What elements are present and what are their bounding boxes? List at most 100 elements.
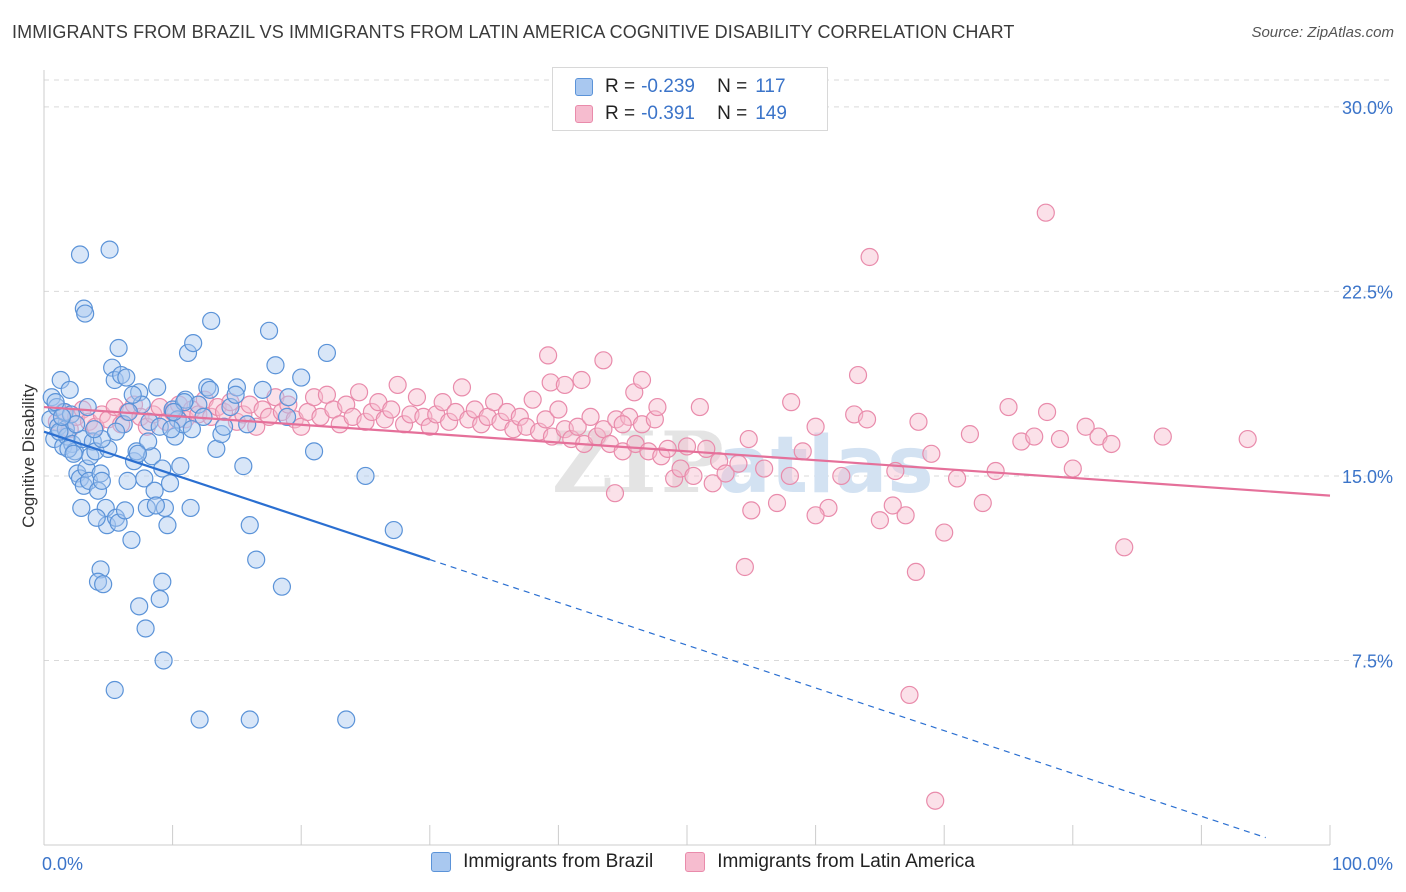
latam-point: [922, 444, 941, 463]
bottom-legend-item-brazil: Immigrants from Brazil: [431, 851, 653, 873]
bottom-legend-label-latam: Immigrants from Latin America: [717, 851, 975, 872]
latam-point: [926, 791, 945, 810]
brazil-point: [384, 520, 403, 540]
brazil-point: [117, 368, 136, 387]
latam-point: [555, 375, 574, 395]
bottom-legend-label-brazil: Immigrants from Brazil: [463, 851, 654, 872]
brazil-point: [67, 415, 86, 434]
brazil-point: [78, 397, 97, 417]
latam-point: [896, 506, 915, 525]
brazil-point: [122, 530, 141, 550]
brazil-point: [253, 380, 272, 399]
x-tick-label-start: 0.0%: [42, 854, 83, 874]
latam-point: [883, 496, 902, 515]
legend-r-value: -0.391: [641, 103, 695, 124]
legend-n-value: 117: [755, 76, 786, 97]
brazil-point: [153, 572, 172, 591]
latam-point: [665, 469, 684, 488]
latam-point: [1036, 203, 1055, 222]
brazil-point: [238, 415, 257, 434]
brazil-point: [142, 447, 162, 466]
brazil-point: [118, 471, 137, 490]
brazil-point: [304, 442, 324, 461]
x-tick-label-end: 100.0%: [1332, 854, 1393, 874]
legend-swatch-latam: [575, 105, 593, 123]
brazil-point: [226, 385, 245, 404]
brazil-point: [109, 338, 128, 358]
latam-point: [349, 383, 369, 402]
brazil-point: [135, 469, 154, 488]
brazil-trend-extension: [429, 559, 1266, 839]
legend-r-label: R =: [605, 103, 636, 124]
latam-point: [388, 375, 407, 395]
latam-point: [472, 415, 491, 434]
brazil-point: [94, 575, 113, 594]
brazil-point: [212, 425, 231, 444]
latam-point: [439, 412, 459, 431]
brazil-point: [99, 439, 118, 458]
brazil-point: [171, 457, 190, 476]
brazil-point: [198, 378, 217, 397]
brazil-point: [106, 422, 126, 441]
brazil-point: [100, 240, 119, 259]
latam-point: [648, 397, 667, 417]
legend-swatch-brazil: [575, 78, 593, 96]
latam-point: [510, 407, 529, 427]
brazil-point: [52, 407, 72, 427]
series-brazil-points: [41, 240, 403, 729]
latam-point: [735, 557, 754, 577]
latam-point: [716, 464, 735, 483]
legend-box: R = -0.239 N = 117 R = -0.391 N = 149: [552, 67, 828, 131]
brazil-point: [139, 432, 158, 451]
latam-point: [581, 407, 600, 427]
latam-point: [793, 442, 812, 461]
brazil-point: [356, 466, 375, 486]
brazil-point: [92, 429, 111, 449]
latam-point: [632, 370, 652, 390]
latam-point: [684, 466, 703, 486]
latam-point: [960, 425, 980, 444]
brazil-point: [85, 420, 104, 439]
brazil-point: [247, 550, 266, 569]
y-tick-label: 7.5%: [1352, 651, 1393, 671]
brazil-point: [190, 710, 209, 729]
latam-point: [900, 685, 919, 705]
brazil-point: [76, 304, 95, 323]
latam-point: [549, 400, 568, 419]
latam-point: [832, 466, 851, 486]
bottom-legend-swatch-brazil: [431, 852, 452, 872]
latam-point: [613, 415, 632, 434]
latam-point: [652, 447, 671, 466]
y-tick-label: 22.5%: [1342, 282, 1393, 302]
latam-point: [452, 378, 472, 397]
bottom-legend: Immigrants from Brazil Immigrants from L…: [0, 851, 1406, 873]
brazil-point: [105, 680, 124, 700]
latam-point: [742, 501, 761, 520]
brazil-point: [130, 597, 149, 616]
brazil-point: [87, 508, 106, 527]
latam-point: [848, 365, 868, 385]
brazil-point: [51, 370, 70, 390]
latam-point: [375, 410, 394, 429]
source-label: Source: ZipAtlas.com: [1251, 24, 1394, 41]
brazil-point: [150, 589, 169, 609]
brazil-point: [272, 577, 292, 596]
legend-row-brazil: R = -0.239 N = 117: [575, 74, 786, 100]
latam-point: [1037, 402, 1057, 422]
brazil-point: [317, 343, 337, 363]
brazil-point: [162, 420, 181, 439]
latam-point: [767, 493, 787, 513]
latam-point: [690, 397, 709, 417]
brazil-point: [145, 481, 164, 500]
latam-point: [1238, 429, 1257, 449]
brazil-point: [115, 501, 135, 520]
brazil-point: [164, 402, 183, 422]
latam-point: [253, 400, 272, 419]
legend-n-label: N =: [717, 103, 748, 124]
latam-point: [806, 506, 825, 525]
latam-point: [1063, 459, 1082, 478]
bottom-legend-item-latam: Immigrants from Latin America: [685, 851, 975, 873]
y-tick-label: 30.0%: [1342, 98, 1393, 118]
brazil-point: [136, 619, 155, 638]
brazil-point: [150, 417, 169, 436]
